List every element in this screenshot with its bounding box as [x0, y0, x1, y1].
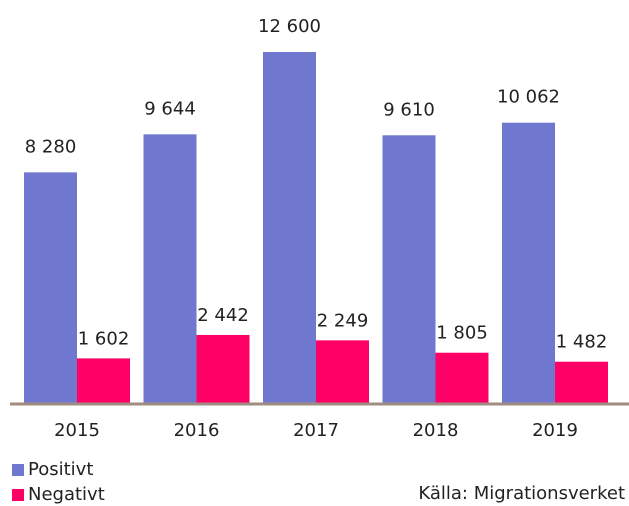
bar — [77, 358, 130, 403]
legend-swatch — [12, 489, 24, 501]
value-label: 1 602 — [78, 328, 130, 349]
x-tick-label: 2016 — [174, 420, 220, 441]
value-label: 12 600 — [258, 16, 321, 37]
bar — [143, 134, 197, 404]
x-tick-label: 2019 — [532, 420, 578, 441]
bar — [555, 361, 608, 403]
value-label: 9 610 — [383, 99, 435, 120]
x-tick-label: 2017 — [293, 420, 339, 441]
value-label: 1 805 — [436, 323, 488, 344]
value-label: 1 482 — [556, 332, 608, 353]
bar — [263, 52, 316, 403]
value-label: 9 644 — [144, 98, 196, 119]
x-tick-label: 2018 — [413, 420, 459, 441]
bar — [502, 122, 555, 404]
bar — [382, 135, 436, 404]
bar — [316, 340, 369, 403]
value-label: 2 249 — [317, 310, 369, 331]
bar — [435, 352, 489, 403]
value-label: 10 062 — [497, 87, 560, 108]
value-label: 2 442 — [197, 305, 249, 326]
x-tick-label: 2015 — [54, 420, 100, 441]
value-label: 8 280 — [25, 136, 77, 157]
legend-label: Positivt — [28, 459, 93, 480]
source: Källa: Migrationsverket — [418, 483, 625, 504]
bar — [196, 334, 250, 403]
legend-label: Negativt — [28, 484, 105, 505]
legend-swatch — [12, 464, 24, 476]
bar — [24, 172, 77, 403]
